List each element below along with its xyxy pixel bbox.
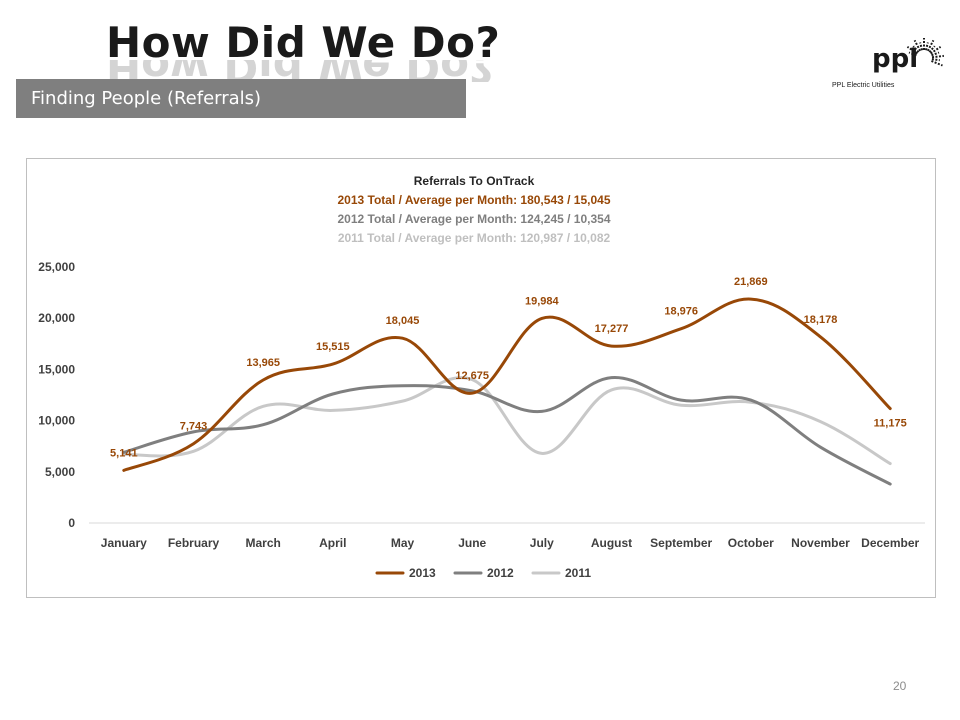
chart-title: Referrals To OnTrack bbox=[414, 174, 535, 188]
x-tick-label: January bbox=[101, 536, 147, 550]
chart-container: Referrals To OnTrack 2013 Total / Averag… bbox=[26, 158, 936, 598]
page-title: How Did We Do? bbox=[106, 18, 501, 67]
x-tick-label: May bbox=[391, 536, 415, 550]
x-tick-label: December bbox=[861, 536, 919, 550]
y-tick-label: 25,000 bbox=[38, 260, 75, 274]
data-label-2013: 19,984 bbox=[525, 295, 560, 307]
data-label-2013: 18,976 bbox=[664, 306, 698, 318]
y-tick-label: 5,000 bbox=[45, 465, 75, 479]
logo-ray bbox=[931, 58, 940, 62]
legend-label-2011: 2011 bbox=[565, 566, 591, 580]
logo-ray bbox=[919, 42, 924, 51]
y-tick-label: 15,000 bbox=[38, 362, 75, 376]
data-label-2013: 18,045 bbox=[386, 315, 420, 327]
legend-label-2012: 2012 bbox=[487, 566, 514, 580]
line-chart: Referrals To OnTrack 2013 Total / Averag… bbox=[38, 174, 925, 580]
y-tick-label: 0 bbox=[68, 516, 75, 530]
x-tick-label: February bbox=[168, 536, 220, 550]
chart-subtitle-2012: 2012 Total / Average per Month: 124,245 … bbox=[337, 212, 610, 226]
series-line-2013 bbox=[122, 297, 892, 472]
data-label-2013: 17,277 bbox=[595, 323, 629, 335]
x-tick-label: October bbox=[728, 536, 774, 550]
chart-subtitle-2011: 2011 Total / Average per Month: 120,987 … bbox=[338, 231, 611, 245]
data-label-2013: 12,675 bbox=[455, 370, 489, 382]
logo-ray bbox=[926, 39, 935, 52]
data-label-2013: 11,175 bbox=[874, 418, 907, 430]
page-number: 20 bbox=[893, 679, 907, 693]
x-tick-label: September bbox=[650, 536, 712, 550]
y-tick-label: 20,000 bbox=[38, 311, 75, 325]
section-label: Finding People (Referrals) bbox=[31, 88, 262, 109]
chart-subtitle-2013: 2013 Total / Average per Month: 180,543 … bbox=[337, 193, 610, 207]
data-label-2013: 5,141 bbox=[110, 447, 138, 459]
x-tick-label: March bbox=[246, 536, 281, 550]
company-logo: ppl PPL Electric Utilities bbox=[820, 22, 950, 94]
logo-ray bbox=[913, 39, 922, 52]
data-label-2013: 7,743 bbox=[180, 421, 208, 433]
sunburst-logo-icon bbox=[906, 38, 945, 67]
x-tick-label: April bbox=[319, 536, 346, 550]
logo-ray bbox=[931, 51, 940, 57]
data-label-2013: 21,869 bbox=[734, 276, 768, 288]
data-label-2013: 15,515 bbox=[316, 341, 350, 353]
logo-ray bbox=[908, 51, 917, 57]
series-line-2012 bbox=[122, 376, 892, 486]
data-label-2013: 13,965 bbox=[246, 357, 280, 369]
logo-ray bbox=[931, 60, 943, 67]
logo-ray bbox=[924, 42, 929, 51]
logo-ray bbox=[912, 45, 920, 53]
data-label-2013: 18,178 bbox=[804, 314, 838, 326]
legend-label-2013: 2013 bbox=[409, 566, 436, 580]
logo-ray bbox=[931, 54, 945, 59]
logo-ray bbox=[928, 45, 936, 53]
series-line-2011 bbox=[122, 376, 892, 466]
x-tick-label: November bbox=[791, 536, 850, 550]
logo-subtitle: PPL Electric Utilities bbox=[832, 82, 895, 89]
y-tick-label: 10,000 bbox=[38, 414, 75, 428]
logo-wordmark: ppl bbox=[872, 44, 919, 74]
x-tick-label: June bbox=[458, 536, 486, 550]
x-tick-label: July bbox=[530, 536, 554, 550]
x-tick-label: August bbox=[591, 536, 632, 550]
section-header-bar: Finding People (Referrals) bbox=[16, 79, 466, 118]
